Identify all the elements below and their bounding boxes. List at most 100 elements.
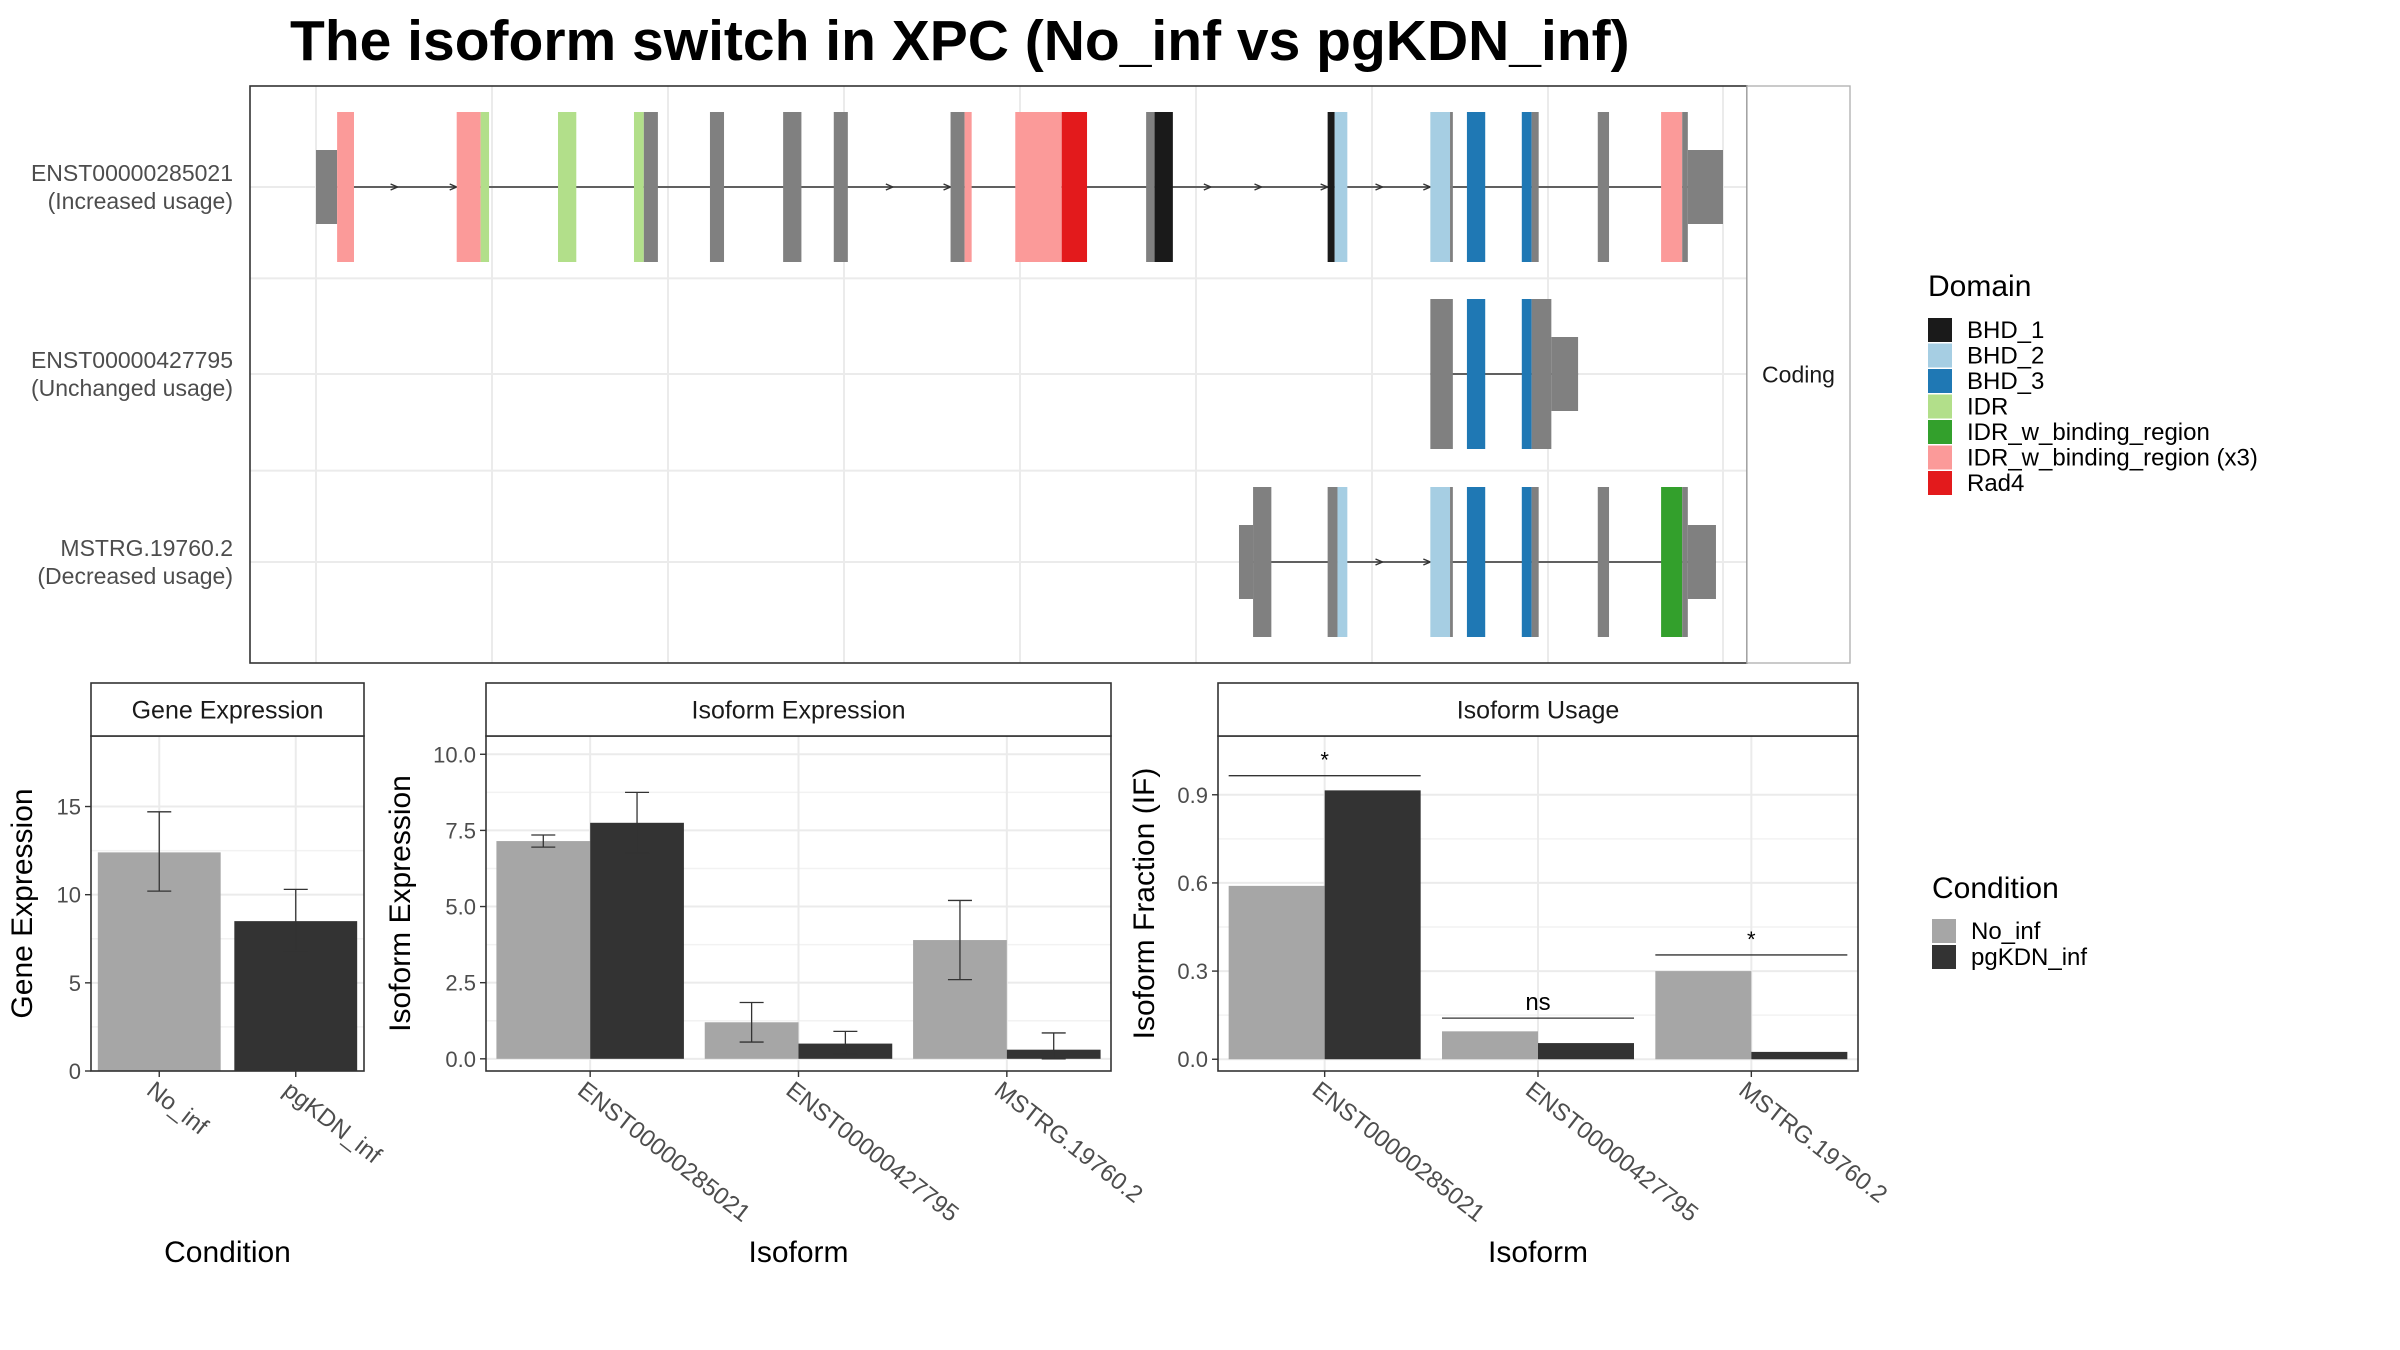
domain-legend-label: BHD_3	[1967, 368, 2044, 395]
y-axis-title: Isoform Fraction (IF)	[1128, 768, 1161, 1040]
exon	[1531, 487, 1539, 637]
chart-title: The isoform switch in XPC (No_inf vs pgK…	[290, 9, 1630, 73]
bar-chart-panel: Gene Expression 0 5 10 15 No_inf pgKDN_inf Cond…	[6, 682, 386, 1269]
domain-legend-swatch	[1928, 318, 1952, 342]
exon	[1146, 112, 1155, 262]
exon	[456, 112, 481, 262]
exon	[643, 112, 658, 262]
exon	[1687, 150, 1723, 224]
y-tick-label: 0.6	[1177, 871, 1208, 896]
y-axis-title: Isoform Expression	[384, 775, 417, 1032]
exon	[1061, 112, 1088, 262]
domain-legend-label: IDR	[1967, 394, 2008, 421]
exon	[1661, 487, 1683, 637]
direction-arrow	[1423, 558, 1433, 566]
exon	[1253, 487, 1272, 637]
y-tick-label: 0.3	[1177, 959, 1208, 984]
y-tick-label: 7.5	[445, 818, 476, 843]
isoform-track: ENST00000285021(Increased usage)	[31, 112, 1723, 262]
isoform-usage-label: (Unchanged usage)	[31, 375, 233, 401]
exon	[1682, 487, 1688, 637]
domain-legend-swatch	[1928, 394, 1952, 419]
y-tick-label: 10.0	[433, 742, 476, 767]
facet-strip-label: Coding	[1762, 362, 1835, 388]
bar-chart-panel: Isoform Expression 0.0 2.5 5.0 7.5 10.0 ENST00…	[384, 682, 1148, 1269]
exon	[833, 112, 848, 262]
domain-legend-swatch	[1928, 420, 1952, 444]
exon	[1687, 525, 1716, 599]
y-tick-label: 10	[57, 883, 81, 908]
x-axis-title: Isoform	[1488, 1236, 1588, 1269]
isoform-usage-label: (Increased usage)	[48, 188, 233, 214]
structure-panel: Coding ENST00000285021(Increased usage) EN…	[31, 85, 1851, 664]
direction-arrow	[1320, 183, 1330, 191]
exon	[558, 112, 577, 262]
x-tick-label: MSTRG.19760.2	[989, 1076, 1148, 1208]
exon	[1551, 337, 1579, 411]
x-tick-label: ENST00000285021	[1307, 1076, 1490, 1227]
exon	[1450, 487, 1453, 637]
x-axis-title: Condition	[164, 1236, 291, 1269]
y-tick-label: 0.9	[1177, 783, 1208, 808]
significance-label: *	[1747, 927, 1756, 952]
domain-legend-swatch	[1928, 471, 1952, 495]
domain-legend-swatch	[1928, 445, 1952, 470]
exon	[1334, 112, 1348, 262]
direction-arrow	[390, 183, 400, 191]
exon	[1521, 299, 1532, 449]
isoform-label: ENST00000427795	[31, 347, 233, 373]
panel-title: Isoform Usage	[1457, 697, 1620, 725]
domain-legend-label: BHD_2	[1967, 343, 2044, 370]
direction-arrow	[1375, 183, 1385, 191]
exon	[1238, 525, 1254, 599]
bar	[1751, 1051, 1848, 1060]
exon	[1521, 112, 1532, 262]
direction-arrow	[1254, 183, 1264, 191]
bar	[1442, 1031, 1538, 1060]
x-axis-title: Isoform	[748, 1236, 848, 1269]
exon	[1450, 112, 1453, 262]
isoform-usage-label: (Decreased usage)	[37, 563, 233, 589]
direction-arrow	[885, 183, 895, 191]
exon	[1466, 299, 1486, 449]
y-tick-label: 2.5	[445, 971, 476, 996]
domain-legend-title: Domain	[1928, 270, 2031, 303]
panel-strip	[485, 682, 1112, 737]
x-tick-label: pgKDN_inf	[278, 1076, 386, 1169]
isoform-track: MSTRG.19760.2(Decreased usage)	[37, 487, 1716, 637]
direction-arrow	[1423, 183, 1433, 191]
isoform-track: ENST00000427795(Unchanged usage)	[31, 299, 1579, 449]
exon	[316, 150, 338, 224]
domain-legend: Domain BHD_1BHD_2BHD_3IDRIDR_w_binding_re…	[1928, 270, 2258, 497]
domain-legend-label: BHD_1	[1967, 317, 2044, 344]
condition-legend-swatch	[1932, 919, 1956, 943]
exon	[1015, 112, 1062, 262]
exon	[1466, 487, 1486, 637]
panel-strip	[1217, 682, 1859, 737]
domain-legend-label: IDR_w_binding_region	[1967, 419, 2210, 446]
exon	[480, 112, 490, 262]
exon	[1327, 112, 1335, 262]
bar-chart-panel: * ns * Isoform Usage 0.0 0.3 0.6 0.9 ENST0000028…	[1128, 682, 1892, 1269]
exon	[1597, 487, 1610, 637]
exon	[1597, 112, 1610, 262]
y-tick-label: 0	[69, 1059, 81, 1084]
condition-legend-swatch	[1932, 945, 1956, 969]
domain-legend-swatch	[1928, 343, 1952, 368]
condition-legend-label: No_inf	[1971, 918, 2041, 945]
exon	[709, 112, 725, 262]
bar	[1538, 1043, 1634, 1060]
x-tick-label: No_inf	[142, 1076, 214, 1140]
exon	[633, 112, 644, 262]
exon	[1337, 487, 1348, 637]
condition-legend-title: Condition	[1932, 872, 2059, 905]
facet-strip	[1746, 85, 1851, 664]
domain-legend-label: Rad4	[1967, 470, 2024, 497]
x-tick-label: ENST00000427795	[781, 1076, 964, 1227]
exon	[1327, 487, 1338, 637]
isoform-label: MSTRG.19760.2	[60, 535, 233, 561]
panel-strip	[90, 682, 365, 737]
exon	[337, 112, 354, 262]
y-tick-label: 5	[69, 971, 81, 996]
